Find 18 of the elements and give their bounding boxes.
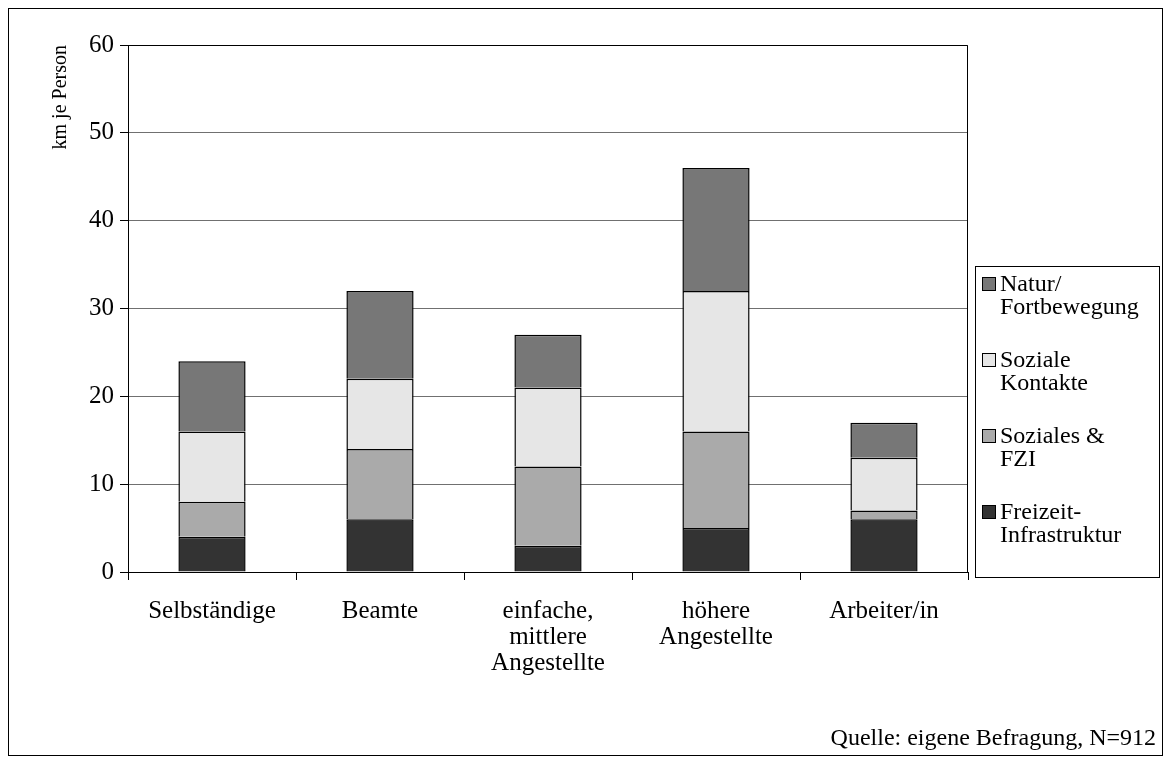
- y-tick-label: 0: [101, 556, 114, 584]
- source-note: Quelle: eigene Befragung, N=912: [830, 724, 1156, 751]
- y-tick-label: 10: [89, 468, 114, 496]
- legend-label: Natur/Fortbewegung: [1000, 270, 1139, 319]
- x-tick-label: Arbeiter/in: [829, 595, 940, 623]
- y-tick-label: 30: [89, 293, 114, 321]
- y-tick-label: 40: [89, 205, 114, 233]
- x-tick-label: Selbständige: [148, 595, 276, 623]
- x-tick-label: höhere Angestellte: [659, 595, 773, 649]
- y-axis-title: km je Person: [48, 45, 72, 150]
- x-tick-label: einfache, mittlere Angestellte: [491, 595, 605, 675]
- y-tick-label: 20: [89, 380, 114, 408]
- y-tick-label: 60: [89, 29, 114, 57]
- legend-label: Soziale Kontakte: [1000, 346, 1089, 395]
- y-tick-label: 50: [89, 117, 114, 145]
- legend-label: Soziales & FZI: [1000, 422, 1106, 471]
- x-tick-label: Beamte: [341, 595, 419, 623]
- legend-label: Freizeit-Infrastruktur: [1000, 498, 1123, 547]
